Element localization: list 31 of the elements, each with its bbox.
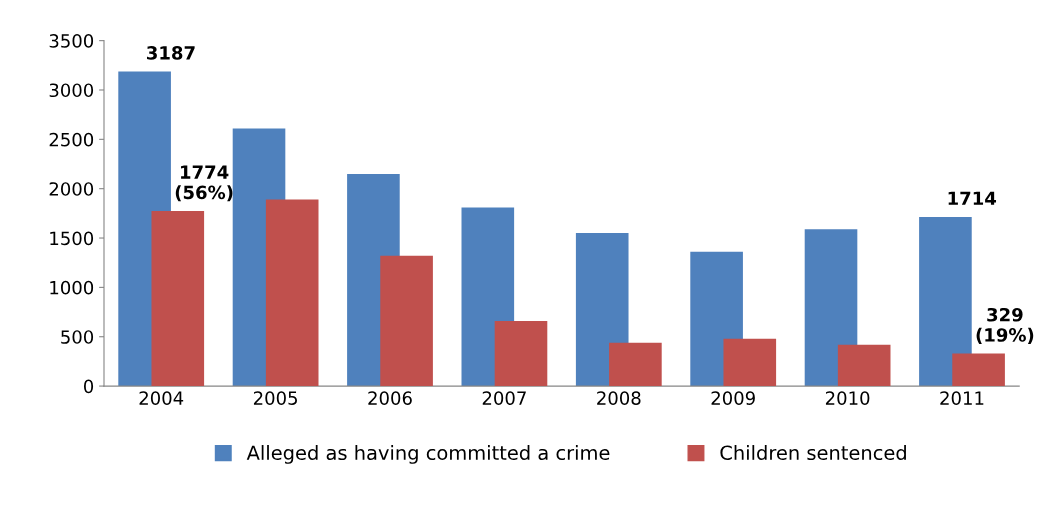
data-label: 1774 (56%) [175, 165, 233, 202]
bar [952, 353, 1005, 387]
x-tick-label: 2010 [825, 391, 870, 405]
x-tick-label: 2008 [597, 391, 641, 405]
bar [494, 320, 548, 387]
y-tick-label: 1500 [50, 231, 94, 246]
y-tick-label: 2000 [49, 182, 94, 196]
bar [151, 210, 205, 387]
legend-label: Children sentenced [720, 445, 906, 461]
data-label: 3187 [147, 46, 195, 60]
bar [837, 344, 891, 387]
y-tick-label: 2500 [49, 132, 94, 147]
bar [380, 255, 433, 387]
bar [609, 342, 662, 387]
x-tick-label: 2004 [139, 391, 184, 405]
x-tick-label: 2005 [253, 391, 297, 405]
data-label: 1714 [948, 191, 997, 205]
legend-label: Alleged as having committed a crime [246, 445, 610, 464]
bar [265, 199, 319, 387]
bar [723, 338, 777, 387]
x-tick-label: 2007 [482, 391, 526, 405]
x-tick-label: 2011 [940, 391, 984, 405]
bar [919, 216, 972, 387]
y-tick-label: 3000 [49, 83, 94, 98]
x-tick-label: 2006 [368, 391, 412, 405]
x-tick-label: 2009 [711, 391, 755, 405]
y-tick-label: 500 [61, 330, 94, 344]
y-tick-label: 3500 [49, 34, 94, 48]
y-tick-label: 0 [83, 379, 94, 394]
data-label: 329 (19%) [976, 307, 1034, 344]
y-tick-label: 1000 [50, 280, 94, 295]
